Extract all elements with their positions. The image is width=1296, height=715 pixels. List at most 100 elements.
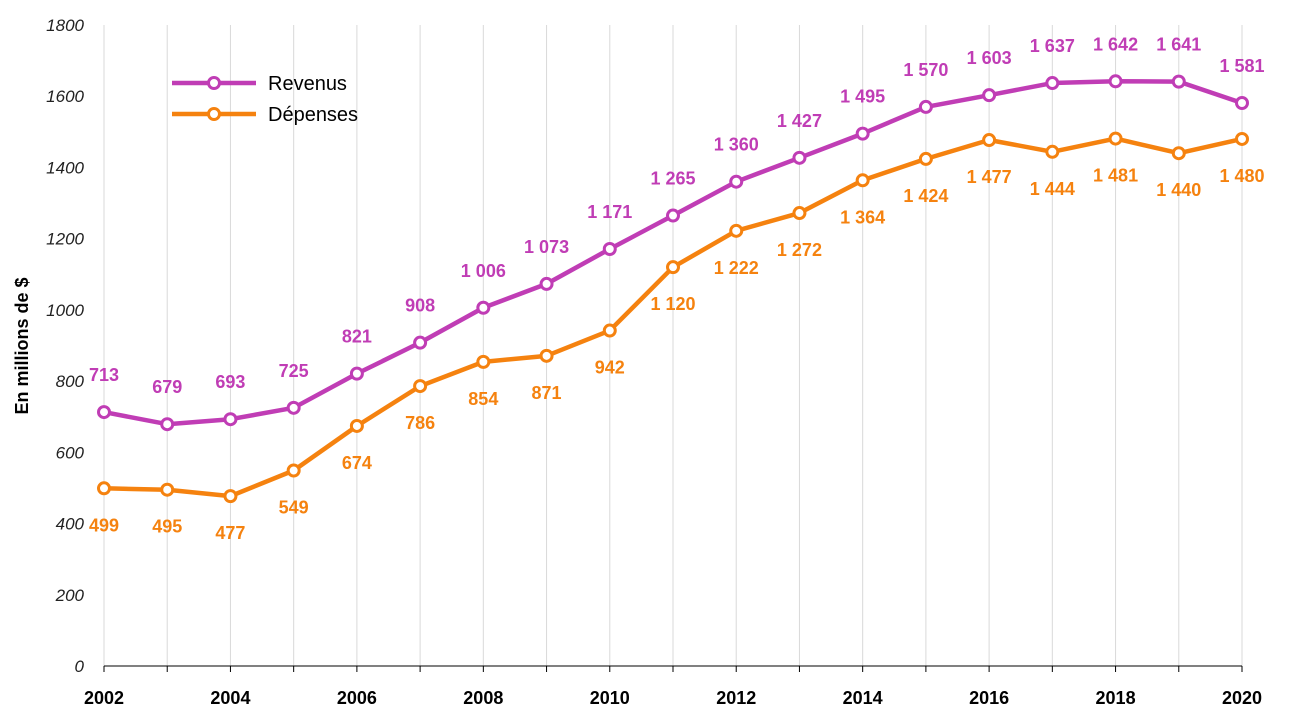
y-tick-label: 1400 <box>46 158 84 177</box>
data-point <box>476 354 491 369</box>
data-label: 1 440 <box>1156 180 1201 200</box>
data-label: 1 424 <box>903 186 948 206</box>
series-revenus: 713 679 693 725 821 908 1 006 1 073 1 171 1 265 1 … <box>89 34 1265 432</box>
series-depenses: 499 495 477 549 674 786 854 871 942 1 120 1 222 1 2… <box>89 131 1265 543</box>
legend-label: Dépenses <box>268 104 358 126</box>
data-point <box>286 463 301 478</box>
data-point <box>602 241 617 256</box>
data-point <box>1235 95 1249 110</box>
data-label: 1 481 <box>1093 166 1138 186</box>
data-label: 942 <box>595 358 625 378</box>
data-label: 1 603 <box>967 48 1012 68</box>
data-point <box>1045 76 1060 91</box>
data-point <box>97 405 111 420</box>
grid <box>103 25 1243 666</box>
data-point <box>918 151 933 166</box>
data-label: 1 641 <box>1156 35 1201 55</box>
data-label: 549 <box>279 497 309 517</box>
data-label: 713 <box>89 365 119 385</box>
x-tick-label: 2006 <box>337 688 377 708</box>
data-label: 854 <box>468 389 498 409</box>
data-point <box>160 417 175 432</box>
data-point <box>729 174 744 189</box>
x-tick-label: 2008 <box>463 688 503 708</box>
data-point <box>413 335 428 350</box>
x-tick-label: 2004 <box>210 688 250 708</box>
data-point <box>1171 146 1186 161</box>
legend-marker <box>207 76 221 90</box>
data-label: 786 <box>405 413 435 433</box>
data-label: 499 <box>89 515 119 535</box>
data-point <box>792 150 807 165</box>
legend-label: Revenus <box>268 73 347 95</box>
data-point <box>1108 74 1123 89</box>
data-point <box>918 99 933 114</box>
data-label: 1 637 <box>1030 36 1075 56</box>
legend-marker <box>207 107 221 121</box>
data-label: 1 265 <box>650 169 695 189</box>
data-point <box>286 400 301 415</box>
x-tick-label: 2002 <box>84 688 124 708</box>
data-label: 495 <box>152 517 182 537</box>
data-label: 1 427 <box>777 111 822 131</box>
y-tick-label: 0 <box>75 657 85 676</box>
y-tick-label: 600 <box>56 443 85 462</box>
data-label: 1 480 <box>1219 166 1264 186</box>
y-tick-label: 1600 <box>46 87 84 106</box>
data-point <box>160 482 175 497</box>
data-label: 1 120 <box>650 294 695 314</box>
x-tick-label: 2010 <box>590 688 630 708</box>
data-label: 821 <box>342 327 372 347</box>
data-point <box>855 126 870 141</box>
y-tick-label: 1000 <box>46 301 84 320</box>
data-label: 1 360 <box>714 135 759 155</box>
x-tick-label: 2018 <box>1096 688 1136 708</box>
data-point <box>792 206 807 221</box>
data-label: 1 642 <box>1093 34 1138 54</box>
data-point <box>855 173 870 188</box>
data-point <box>666 260 680 275</box>
x-tick-label: 2014 <box>843 688 883 708</box>
data-label: 1 006 <box>461 261 506 281</box>
legend: Revenus Dépenses <box>172 73 358 126</box>
data-label: 908 <box>405 296 435 316</box>
x-axis: 2002 2004 2006 2008 2010 2012 2014 2016 2018 2020 <box>84 665 1262 708</box>
data-point <box>476 300 491 315</box>
x-tick-label: 2016 <box>969 688 1009 708</box>
y-axis: 0 200 400 600 800 1000 1200 1400 1600 1800 <box>46 16 84 676</box>
x-tick-label: 2012 <box>716 688 756 708</box>
data-label: 1 477 <box>967 167 1012 187</box>
data-point <box>1171 74 1186 89</box>
data-point <box>349 366 364 381</box>
legend-item: Revenus <box>172 73 347 95</box>
data-label: 1 364 <box>840 207 885 227</box>
y-tick-label: 1200 <box>46 230 84 249</box>
data-point <box>223 412 238 427</box>
data-point <box>666 208 680 223</box>
data-label: 1 222 <box>714 258 759 278</box>
data-label: 679 <box>152 377 182 397</box>
data-label: 1 444 <box>1030 179 1075 199</box>
data-point <box>539 348 554 363</box>
data-point <box>539 276 554 291</box>
y-tick-label: 800 <box>56 372 85 391</box>
data-point <box>223 489 238 504</box>
data-point <box>349 418 364 433</box>
data-label: 1 171 <box>587 202 632 222</box>
data-point <box>982 88 997 103</box>
data-label: 1 272 <box>777 240 822 260</box>
series-group: 713 679 693 725 821 908 1 006 1 073 1 171 1 265 1 … <box>89 34 1265 543</box>
data-label: 1 495 <box>840 87 885 107</box>
data-label: 674 <box>342 453 372 473</box>
data-label: 477 <box>215 523 245 543</box>
x-tick-label: 2020 <box>1222 688 1262 708</box>
data-point <box>1235 131 1249 146</box>
y-tick-label: 200 <box>55 586 85 605</box>
data-label: 1 073 <box>524 237 569 257</box>
data-label: 693 <box>215 372 245 392</box>
data-point <box>729 223 744 238</box>
data-label: 1 581 <box>1219 56 1264 76</box>
data-point <box>97 481 111 496</box>
data-point <box>602 323 617 338</box>
